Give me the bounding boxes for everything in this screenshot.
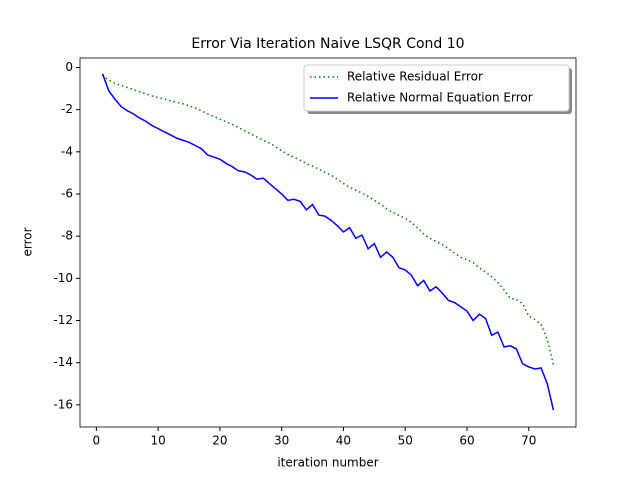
y-axis-label: error (21, 227, 35, 256)
y-tick-label: -4 (61, 144, 73, 158)
x-axis-label: iteration number (277, 456, 378, 470)
y-tick-label: -8 (61, 229, 73, 243)
data-line (102, 74, 555, 365)
legend-label: Relative Normal Equation Error (347, 91, 533, 105)
x-tick-label: 0 (93, 434, 101, 448)
x-tick-label: 70 (521, 434, 536, 448)
legend-label: Relative Residual Error (347, 70, 483, 84)
data-line (101, 73, 555, 411)
y-tick-label: -10 (53, 271, 73, 285)
x-tick-label: 30 (274, 434, 289, 448)
y-tick-label: -14 (53, 355, 73, 369)
x-tick-label: 60 (459, 434, 474, 448)
axes-frame (79, 57, 577, 428)
x-tick-label: 10 (150, 434, 165, 448)
y-tick-label: -12 (53, 313, 73, 327)
y-tick-label: -2 (61, 102, 73, 116)
x-tick-label: 40 (336, 434, 351, 448)
y-tick-label: -6 (61, 187, 73, 201)
y-tick-label: -16 (53, 397, 73, 411)
legend-box (303, 64, 570, 112)
y-tick-label: 0 (65, 60, 73, 74)
x-tick-label: 50 (398, 434, 413, 448)
x-tick-label: 20 (212, 434, 227, 448)
chart-title: Error Via Iteration Naive LSQR Cond 10 (191, 36, 464, 52)
